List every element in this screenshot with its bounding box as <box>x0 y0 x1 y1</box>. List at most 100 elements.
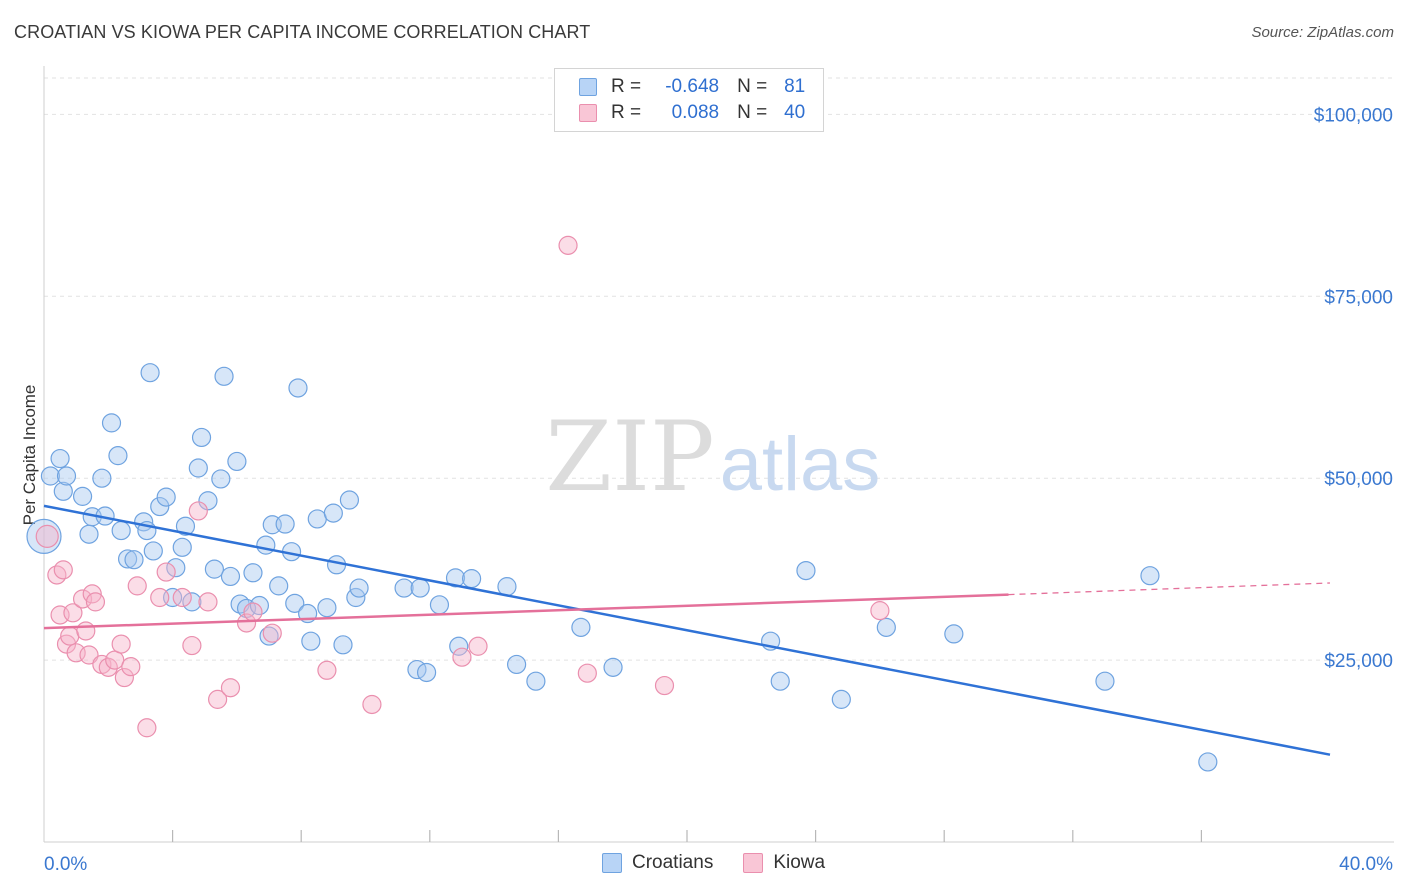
croatians-trend-line <box>43 504 1331 756</box>
kiowa-point <box>63 603 83 623</box>
n-value: 81 <box>784 76 806 97</box>
kiowa-trend-line <box>43 593 1009 630</box>
kiowa-point <box>188 501 208 521</box>
croatians-point <box>526 671 546 691</box>
croatians-point <box>256 535 276 555</box>
watermark-atlas: atlas <box>720 422 881 507</box>
croatians-point <box>876 617 896 637</box>
croatians-point <box>285 593 305 613</box>
croatians-point <box>831 689 851 709</box>
watermark-zip: ZIP <box>545 401 714 513</box>
x-tick-label: 40.0% <box>1339 854 1393 875</box>
croatians-point <box>101 413 122 433</box>
croatians-point <box>288 378 308 398</box>
zipatlas-watermark: ZIP atlas <box>545 401 880 513</box>
croatians-point <box>79 524 99 544</box>
croatians-point <box>333 635 353 655</box>
croatians-point <box>40 466 61 486</box>
kiowa-point <box>870 601 890 621</box>
kiowa-point <box>182 635 202 656</box>
kiowa-point <box>208 689 228 709</box>
croatians-point <box>429 595 450 615</box>
croatians-point <box>56 466 77 486</box>
kiowa-point <box>98 657 118 677</box>
kiowa-point <box>243 602 263 622</box>
source-label: Source: ZipAtlas.com <box>1251 24 1394 41</box>
legend-label-kiowa: Kiowa <box>773 852 826 873</box>
croatians-point <box>243 563 263 583</box>
y-tick-label: $100,000 <box>1314 105 1393 126</box>
croatians-point <box>1095 671 1115 691</box>
croatians-point <box>220 566 241 587</box>
croatians-point <box>166 558 186 578</box>
kiowa-point <box>577 663 597 683</box>
croatians-point <box>172 537 192 557</box>
kiowa-point <box>53 560 73 580</box>
tick-labels: $25,000 $50,000 $75,000 $100,000 0.0% 40.0% <box>44 105 1393 875</box>
kiowa-point <box>262 623 282 643</box>
croatians-point <box>143 541 163 561</box>
croatians-point <box>259 626 279 646</box>
croatians-point <box>140 363 160 383</box>
croatians-point <box>1140 566 1160 586</box>
croatians-swatch <box>579 78 597 96</box>
n-value: 40 <box>784 102 806 123</box>
croatians-point <box>1198 752 1218 772</box>
croatians-point <box>72 486 93 506</box>
croatians-point <box>227 451 247 472</box>
croatians-point <box>156 487 176 507</box>
kiowa-point <box>317 660 337 680</box>
x-tick-label: 0.0% <box>44 854 87 875</box>
croatians-point <box>603 657 623 677</box>
n-label: N = <box>737 102 768 123</box>
croatians-point <box>339 490 360 510</box>
r-label: R = <box>611 76 642 97</box>
croatians-point <box>349 578 369 598</box>
chart-title: CROATIAN VS KIOWA PER CAPITA INCOME CORR… <box>14 22 591 42</box>
kiowa-point <box>85 592 106 612</box>
kiowa-point <box>220 678 241 698</box>
croatians-point <box>182 592 202 612</box>
croatians-point <box>445 568 466 588</box>
n-label: N = <box>737 76 768 97</box>
croatians-point <box>410 578 430 598</box>
legend-row-kiowa: R = 0.088 N = 40 <box>579 101 805 125</box>
croatians-point <box>944 624 964 644</box>
y-tick-label: $50,000 <box>1324 469 1393 490</box>
croatians-point <box>26 518 62 555</box>
croatians-point <box>323 503 343 523</box>
kiowa-point <box>114 667 134 688</box>
croatians-point <box>211 469 231 489</box>
kiowa-point <box>121 657 141 677</box>
kiowa-point <box>236 613 257 633</box>
croatians-point <box>117 549 138 569</box>
r-value: 0.088 <box>671 102 720 123</box>
croatians-point <box>416 662 437 683</box>
y-tick-label: $25,000 <box>1324 651 1393 672</box>
croatians-point <box>394 578 414 598</box>
kiowa-point <box>127 576 147 596</box>
croatians-point <box>108 446 128 466</box>
croatians-point <box>461 569 482 589</box>
series-legend: Croatians Kiowa <box>602 852 855 874</box>
croatians-point <box>198 491 218 511</box>
kiowa-point <box>558 235 578 255</box>
legend-item-croatians: Croatians <box>602 852 713 874</box>
legend-row-croatians: R = -0.648 N = 81 <box>579 75 805 99</box>
kiowa-point <box>79 645 99 665</box>
croatians-point <box>796 560 816 581</box>
correlation-legend: R = -0.648 N = 81 R = 0.088 N = 40 <box>554 68 824 132</box>
croatians-point <box>92 468 112 488</box>
croatians-point <box>507 654 527 675</box>
kiowa-point <box>172 587 192 608</box>
croatians-point <box>269 576 289 596</box>
croatians-point <box>124 550 144 570</box>
croatians-point <box>214 366 234 386</box>
croatians-point <box>191 427 212 448</box>
croatians-point <box>317 598 337 618</box>
kiowa-point <box>111 634 131 654</box>
trend-lines <box>43 504 1331 756</box>
legend-label-croatians: Croatians <box>632 852 714 873</box>
kiowa-point <box>47 565 67 585</box>
